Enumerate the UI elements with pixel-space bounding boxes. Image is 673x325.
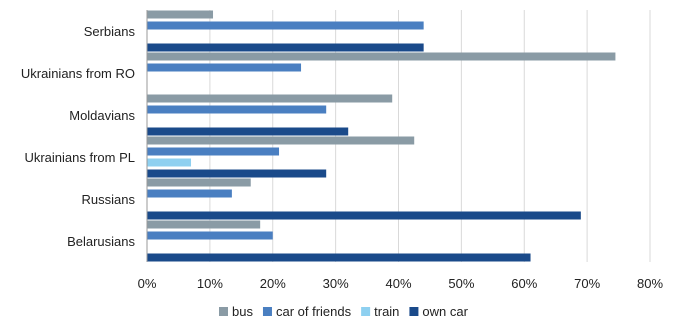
x-tick-label: 60%: [511, 276, 537, 291]
category-label: Russians: [82, 192, 136, 207]
x-tick-label: 40%: [385, 276, 411, 291]
x-tick-label: 70%: [574, 276, 600, 291]
bar-bus-belarusians: [147, 220, 261, 229]
legend-swatch-bus: [219, 307, 228, 316]
bar-car-of-friends-ukrainians-from-pl: [147, 147, 280, 156]
bar-bus-moldavians: [147, 94, 393, 103]
legend-label-train: train: [374, 304, 399, 319]
bar-bus-russians: [147, 178, 251, 187]
x-tick-label: 30%: [323, 276, 349, 291]
bar-car-of-friends-russians: [147, 189, 232, 198]
legend: bus car of friends train own car: [219, 304, 469, 319]
bar-car-of-friends-belarusians: [147, 231, 273, 240]
x-tick-label: 50%: [448, 276, 474, 291]
x-tick-labels: 0% 10% 20% 30% 40% 50% 60% 70% 80%: [138, 276, 664, 291]
x-tick-label: 20%: [260, 276, 286, 291]
category-label: Ukrainians from PL: [24, 150, 135, 165]
bar-bus-ukrainians-from-pl: [147, 136, 415, 145]
bar-bus-ukrainians-from-ro: [147, 52, 616, 61]
category-label: Belarusians: [67, 234, 135, 249]
bar-car-of-friends-ukrainians-from-ro: [147, 63, 302, 72]
legend-swatch-own-car: [409, 307, 419, 316]
bar-bus-serbians: [147, 10, 214, 19]
x-tick-label: 0%: [138, 276, 157, 291]
legend-swatch-car-of-friends: [262, 307, 272, 316]
category-label: Serbians: [84, 24, 136, 39]
legend-label-car-of-friends: car of friends: [276, 304, 352, 319]
bar-own-car-moldavians: [147, 127, 349, 136]
gridlines: [146, 10, 651, 262]
legend-label-own-car: own car: [422, 304, 468, 319]
x-tick-label: 80%: [637, 276, 663, 291]
legend-swatch-train: [361, 307, 371, 316]
bar-own-car-belarusians: [147, 253, 531, 262]
bars-group: [147, 10, 616, 262]
category-label: Ukrainians from RO: [21, 66, 135, 81]
bar-own-car-russians: [147, 211, 581, 220]
bar-car-of-friends-moldavians: [147, 105, 327, 114]
bar-own-car-serbians: [147, 43, 424, 52]
bar-own-car-ukrainians-from-pl: [147, 169, 327, 178]
category-label: Moldavians: [69, 108, 135, 123]
x-tick-label: 10%: [197, 276, 223, 291]
bar-train-ukrainians-from-pl: [147, 158, 192, 167]
legend-label-bus: bus: [232, 304, 253, 319]
bar-car-of-friends-serbians: [147, 21, 424, 30]
category-labels: Serbians Ukrainians from RO Moldavians Ukra…: [21, 24, 136, 249]
